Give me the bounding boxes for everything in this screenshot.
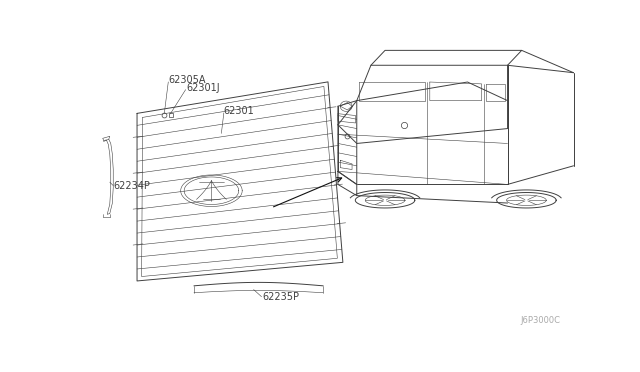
Text: 62235P: 62235P: [262, 292, 300, 302]
Text: J6P3000C: J6P3000C: [520, 316, 560, 325]
Text: 62234P: 62234P: [114, 180, 150, 190]
Text: 62305A: 62305A: [168, 76, 206, 86]
Text: 62301: 62301: [224, 106, 255, 116]
Text: 62301J: 62301J: [187, 83, 220, 93]
